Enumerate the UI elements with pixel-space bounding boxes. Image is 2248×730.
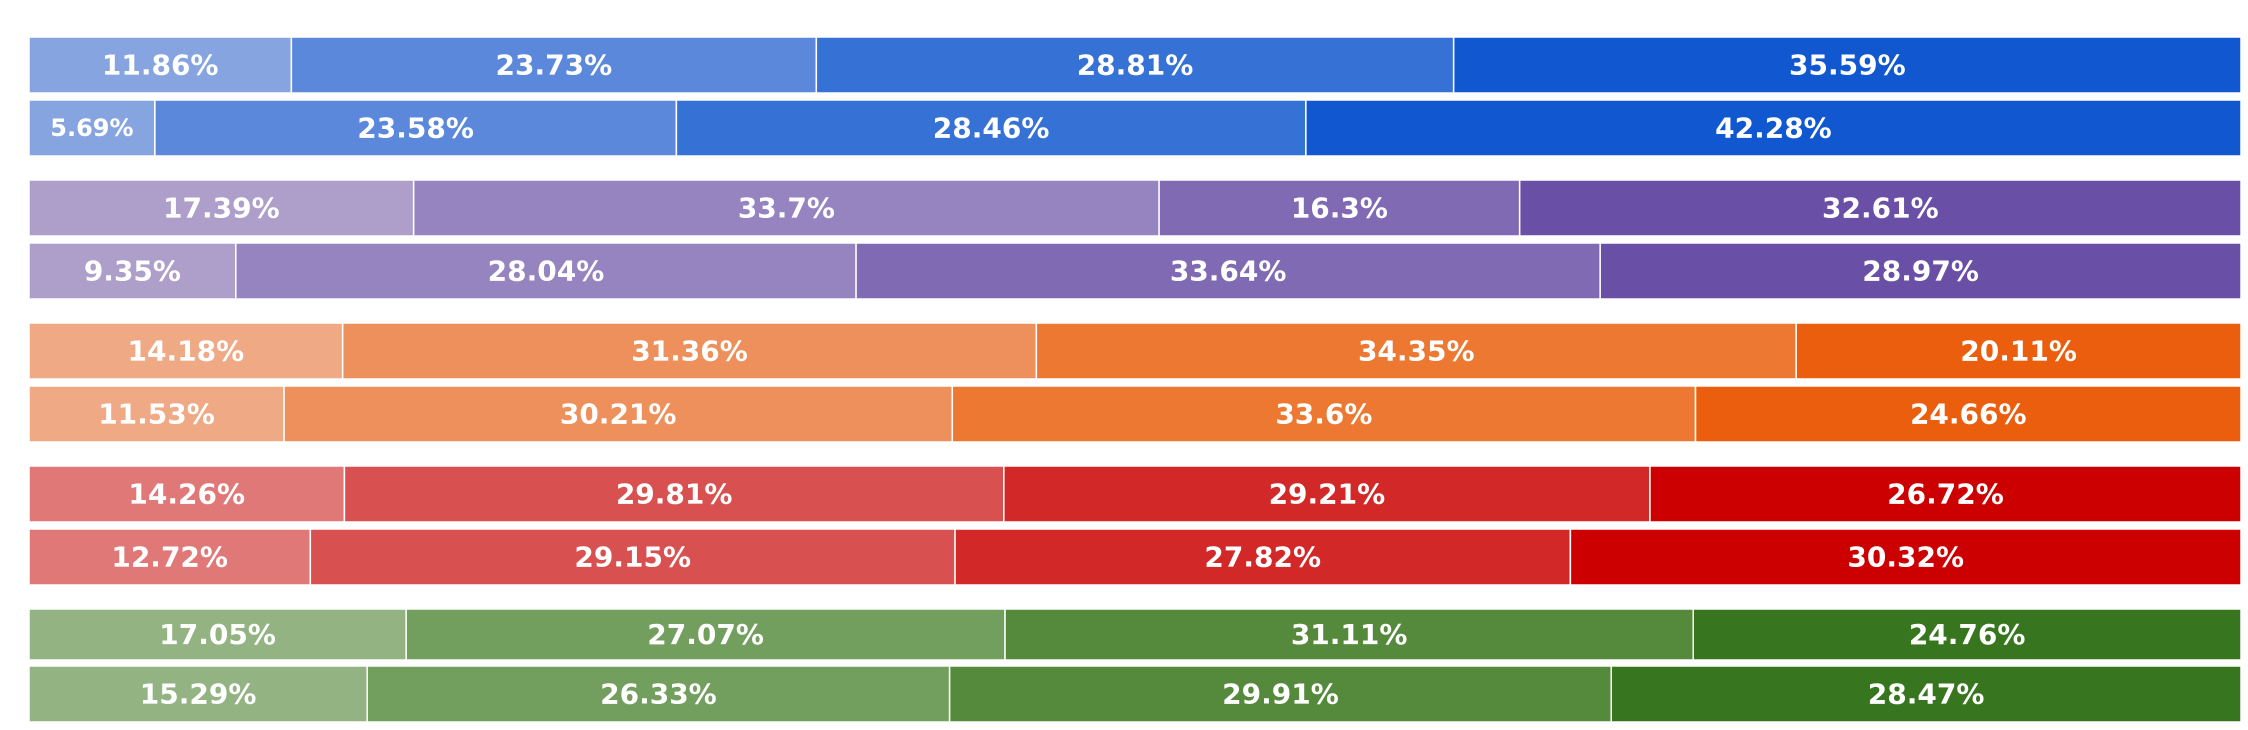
- data-label-g1-r2-s2: 23.58%: [357, 112, 474, 145]
- data-label-g3-r1-s2: 31.36%: [631, 335, 748, 368]
- data-label-g5-r2-s1: 15.29%: [140, 678, 257, 711]
- bar-segment-g4-r2-s1: [28, 528, 312, 586]
- data-label-g3-r1-s4: 20.11%: [1960, 335, 2077, 368]
- bar-group-3: 14.18% 31.36% 34.35% 20.11% 11.53% 30.21% 33.6…: [28, 322, 2242, 443]
- bar-segment-g3-r1-s3: [1035, 322, 1797, 380]
- data-label-g2-r1-s3: 16.3%: [1291, 192, 1388, 225]
- data-label-g3-r2-s1: 11.53%: [98, 398, 215, 431]
- data-label-g3-r1-s3: 34.35%: [1358, 335, 1475, 368]
- data-label-g4-r2-s2: 29.15%: [574, 541, 691, 574]
- data-label-g2-r1-s1: 17.39%: [163, 192, 280, 225]
- bar-segment-g5-r2-s2: [366, 665, 951, 723]
- bar-segment-g1-r2-s1: [28, 99, 156, 157]
- bar-segment-g2-r2-s2: [235, 242, 857, 300]
- data-label-g1-r1-s1: 11.86%: [102, 49, 219, 82]
- bar-segment-g1-r2-s4: [1305, 99, 2242, 157]
- data-label-g3-r2-s2: 30.21%: [560, 398, 677, 431]
- bar-segment-g4-r1-s1: [28, 465, 346, 523]
- data-label-g1-r1-s4: 35.59%: [1789, 49, 1906, 82]
- data-label-g2-r2-s4: 28.97%: [1862, 255, 1979, 288]
- bar-segment-g5-r1-s4: [1692, 608, 2242, 661]
- data-label-g5-r1-s1: 17.05%: [159, 618, 276, 651]
- bar-group-4: 14.26% 29.81% 29.21% 26.72% 12.72% 29.15% 27.8…: [28, 465, 2242, 586]
- bar-segment-g1-r2-s2: [154, 99, 678, 157]
- bar-segment-g1-r1-s2: [290, 36, 818, 94]
- bar-segment-g3-r2-s4: [1694, 385, 2242, 443]
- bar-segment-g4-r1-s4: [1649, 465, 2242, 523]
- data-label-g1-r1-s2: 23.73%: [496, 49, 613, 82]
- data-label-g4-r1-s1: 14.26%: [128, 478, 245, 511]
- data-label-g5-r1-s2: 27.07%: [647, 618, 764, 651]
- bar-segment-g3-r1-s4: [1795, 322, 2242, 380]
- bar-segment-g1-r2-s3: [675, 99, 1307, 157]
- data-label-g3-r2-s3: 33.6%: [1275, 398, 1372, 431]
- data-label-g5-r1-s3: 31.11%: [1291, 618, 1408, 651]
- bar-segment-g3-r2-s2: [283, 385, 954, 443]
- bar-segment-g1-r1-s3: [815, 36, 1455, 94]
- bar-segment-g2-r1-s2: [412, 179, 1160, 237]
- bar-segment-g3-r2-s1: [28, 385, 285, 443]
- data-label-g2-r1-s4: 32.61%: [1822, 192, 1939, 225]
- bar-segment-g5-r2-s4: [1610, 665, 2242, 723]
- data-label-g1-r2-s3: 28.46%: [933, 112, 1050, 145]
- bar-segment-g5-r1-s2: [405, 608, 1006, 661]
- bar-group-1: 11.86% 23.73% 28.81% 35.59% 5.69% 23.58% 28.46…: [28, 36, 2242, 157]
- data-label-g5-r2-s3: 29.91%: [1222, 678, 1339, 711]
- bar-segment-g5-r2-s1: [28, 665, 368, 723]
- data-label-g4-r1-s4: 26.72%: [1887, 478, 2004, 511]
- bar-segment-g5-r2-s3: [948, 665, 1612, 723]
- data-label-g3-r1-s1: 14.18%: [128, 335, 245, 368]
- bar-segment-g2-r2-s1: [28, 242, 237, 300]
- data-label-g1-r1-s3: 28.81%: [1077, 49, 1194, 82]
- bar-segment-g2-r1-s1: [28, 179, 415, 237]
- bar-segment-g3-r1-s2: [341, 322, 1038, 380]
- data-label-g2-r2-s2: 28.04%: [488, 255, 605, 288]
- bar-segment-g2-r2-s4: [1599, 242, 2242, 300]
- data-label-g4-r1-s2: 29.81%: [616, 478, 733, 511]
- data-label-g5-r1-s4: 24.76%: [1909, 618, 2026, 651]
- bar-group-2: 17.39% 33.7% 16.3% 32.61% 9.35% 28.04% 33.64% 2…: [28, 179, 2242, 300]
- data-label-g4-r2-s1: 12.72%: [111, 541, 228, 574]
- data-label-g4-r2-s4: 30.32%: [1847, 541, 1964, 574]
- data-label-g1-r2-s1: 5.69%: [50, 114, 133, 142]
- bar-segment-g1-r1-s4: [1452, 36, 2242, 94]
- bar-segment-g5-r1-s3: [1004, 608, 1695, 661]
- bar-segment-g4-r2-s3: [954, 528, 1572, 586]
- data-label-g5-r2-s2: 26.33%: [600, 678, 717, 711]
- data-label-g2-r2-s3: 33.64%: [1170, 255, 1287, 288]
- data-label-g3-r2-s4: 24.66%: [1910, 398, 2027, 431]
- data-label-g2-r2-s1: 9.35%: [84, 255, 181, 288]
- data-label-g5-r2-s4: 28.47%: [1868, 678, 1985, 711]
- bar-segment-g3-r2-s3: [951, 385, 1697, 443]
- bar-group-5: 17.05% 27.07% 31.11% 24.76% 15.29% 26.33% 29.9…: [28, 608, 2242, 723]
- data-label-g2-r1-s2: 33.7%: [738, 192, 835, 225]
- data-label-g4-r1-s3: 29.21%: [1269, 478, 1386, 511]
- bar-segment-g1-r1-s1: [28, 36, 293, 94]
- bar-segment-g2-r1-s4: [1518, 179, 2242, 237]
- bar-segment-g3-r1-s1: [28, 322, 344, 380]
- bar-segment-g4-r1-s3: [1003, 465, 1651, 523]
- bar-segment-g4-r2-s4: [1569, 528, 2242, 586]
- data-label-g1-r2-s4: 42.28%: [1715, 112, 1832, 145]
- data-label-g4-r2-s3: 27.82%: [1204, 541, 1321, 574]
